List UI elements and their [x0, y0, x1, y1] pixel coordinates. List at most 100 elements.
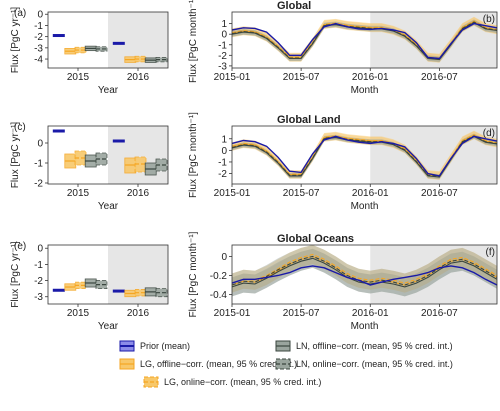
y-tick-label: 1: [221, 134, 227, 145]
plot-frame: [231, 244, 498, 305]
legend-item-ln_on: LN, online−corr. (mean, 95 % cred. int.): [275, 358, 453, 370]
panel-label: (a): [14, 8, 26, 19]
y-tick-label: -3: [218, 61, 227, 72]
x-axis-label: Year: [98, 321, 119, 332]
y-tick-label: 0: [37, 139, 43, 150]
y-tick-label: 0: [37, 244, 43, 255]
panel-e: 2015 2016 0 -1 -2 -3 Flux [PgC yr⁻¹] Year (e): [10, 241, 169, 332]
panel-f: 2015-01 2015-07 2016-01 2016-07 0 -0.2 -0.4 Flu…: [188, 231, 498, 332]
credible-band-ln_on: [232, 245, 497, 297]
interval-box-ln_on: [95, 46, 108, 52]
y-tick-label: -2: [34, 276, 43, 287]
x-tick-label: 2016-01: [352, 188, 389, 199]
panel-label: (d): [483, 128, 495, 139]
y-tick-label: -1: [218, 40, 227, 51]
y-tick-label: -2: [218, 169, 227, 180]
panel-title: Global Oceans: [277, 233, 354, 245]
y-tick-label: 0: [221, 252, 227, 263]
y-tick-label: -1: [34, 21, 43, 32]
y-tick-label: -4: [34, 55, 43, 66]
x-tick-label: 2016-01: [352, 308, 389, 319]
credible-band-lg_on: [232, 245, 497, 293]
y-tick-label: -1: [218, 157, 227, 168]
x-axis-label: Month: [351, 85, 379, 96]
x-tick-label: 2015: [67, 72, 90, 83]
y-tick-label: -2: [34, 32, 43, 43]
x-tick-label: 2015-07: [283, 188, 320, 199]
y-axis-label: Flux [PgC yr⁻¹]: [10, 122, 21, 189]
interval-box-ln_on: [155, 56, 168, 63]
legend-item-lg_off: LG, offline−corr. (mean, 95 % cred. int.…: [119, 358, 297, 370]
panel-b: 2015-01 2015-07 2016-01 2016-07 10-1-2-3 Flux…: [188, 0, 498, 96]
panel-title: Global: [277, 0, 311, 12]
bar-mark-prior: [112, 41, 125, 45]
y-axis-label: Flux [PgC month⁻¹]: [188, 112, 199, 198]
panel-c: 2015 2016 0 -1 -2 Flux [PgC yr⁻¹] Year (c): [10, 122, 169, 212]
interval-box-ln_on: [95, 280, 108, 290]
x-tick-label: 2016: [127, 72, 150, 83]
x-tick-label: 2015-07: [283, 308, 320, 319]
credible-band-lg_off: [232, 248, 497, 293]
credible-band-lg_on: [232, 16, 497, 63]
y-tick-label: -0.4: [210, 290, 228, 301]
x-tick-label: 2016-07: [421, 72, 458, 83]
x-tick-label: 2016-01: [352, 72, 389, 83]
plot-frame: [47, 11, 169, 69]
x-axis-label: Month: [351, 321, 379, 332]
panel-d: 2015-01 2015-07 2016-01 2016-07 10-1-2 Flux […: [188, 112, 498, 212]
y-axis-label: Flux [PgC month⁻¹]: [188, 0, 199, 83]
bar-mark-prior: [112, 289, 125, 293]
series-line-prior: [231, 22, 498, 60]
y-tick-label: -1: [34, 159, 43, 170]
y-tick-label: -3: [34, 292, 43, 303]
legend-label: LG, online−corr. (mean, 95 % cred. int.): [164, 377, 321, 387]
x-axis-label: Year: [98, 201, 119, 212]
legend-item-prior: Prior (mean): [119, 340, 190, 352]
series-line-lg_on: [231, 253, 498, 284]
y-axis-label: Flux [PgC yr⁻¹]: [10, 241, 21, 308]
plot-frame: [231, 11, 498, 69]
x-tick-label: 2016-07: [421, 188, 458, 199]
panel-label: (b): [483, 14, 495, 25]
series-line-ln_on: [231, 255, 498, 286]
panel-a: 2015 2016 0-1-2-3-4 Flux [PgC yr⁻¹] Year (a): [10, 7, 169, 96]
legend-label: Prior (mean): [140, 341, 190, 351]
plot-frame: [231, 125, 498, 185]
series-line-prior: [231, 135, 498, 177]
legend-item-ln_off: LN, offline−corr. (mean, 95 % cred. int.…: [275, 340, 453, 352]
shaded-region: [108, 126, 168, 184]
x-tick-label: 2015-07: [283, 72, 320, 83]
panel-title: Global Land: [277, 114, 341, 126]
y-tick-label: 0: [221, 30, 227, 41]
x-tick-label: 2016-07: [421, 308, 458, 319]
interval-box-ln_on: [155, 288, 168, 298]
legend-label: LN, offline−corr. (mean, 95 % cred. int.…: [296, 341, 453, 351]
y-tick-label: 1: [221, 19, 227, 30]
y-tick-label: 0: [221, 146, 227, 157]
bar-mark-prior: [52, 129, 65, 133]
y-tick-label: 0: [37, 10, 43, 21]
legend-label: LG, offline−corr. (mean, 95 % cred. int.…: [140, 359, 297, 369]
legend: Prior (mean) LG, offline−corr. (mean, 95 …: [119, 340, 453, 388]
y-tick-label: -0.2: [210, 271, 228, 282]
x-tick-label: 2015-01: [214, 72, 251, 83]
y-axis-label: Flux [PgC month⁻¹]: [188, 231, 199, 317]
y-tick-label: -3: [34, 43, 43, 54]
x-axis-label: Year: [98, 85, 119, 96]
panel-label: (c): [14, 122, 26, 133]
legend-item-lg_on: LG, online−corr. (mean, 95 % cred. int.): [143, 376, 321, 388]
x-tick-label: 2016: [127, 188, 150, 199]
plot-frame: [47, 244, 169, 305]
x-tick-label: 2015-01: [214, 308, 251, 319]
bar-mark-prior: [52, 288, 65, 292]
x-tick-label: 2015: [67, 308, 90, 319]
legend-label: LN, online−corr. (mean, 95 % cred. int.): [296, 359, 453, 369]
y-axis-label: Flux [PgC yr⁻¹]: [10, 7, 21, 74]
y-tick-label: -2: [218, 51, 227, 62]
bar-mark-prior: [112, 139, 125, 143]
plot-frame: [47, 125, 169, 185]
panel-label: (e): [14, 241, 26, 252]
y-tick-label: -1: [34, 260, 43, 271]
